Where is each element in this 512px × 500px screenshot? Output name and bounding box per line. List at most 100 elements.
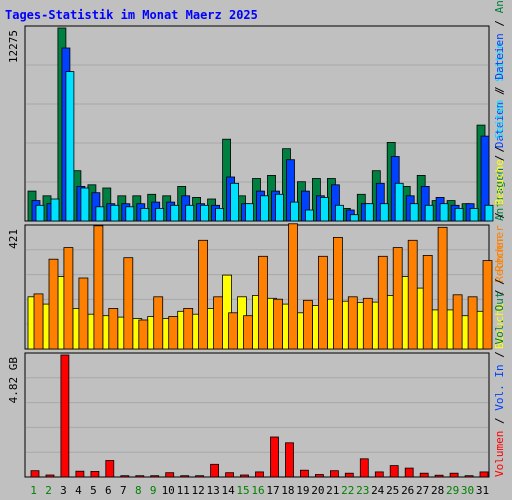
x-tick-label-day-7: 7 [120, 484, 127, 497]
bar-volumen-day-24 [374, 471, 384, 478]
bar-rechner-day-15 [243, 315, 253, 350]
bar-seiten-day-1 [35, 204, 45, 222]
bar-seiten-day-28 [439, 203, 449, 222]
x-tick-label-day-22: 22 [341, 484, 354, 497]
legend-entry: / [493, 283, 506, 303]
x-tick-label-day-2: 2 [45, 484, 52, 497]
x-tick-label-day-30: 30 [461, 484, 474, 497]
bar-volumen-day-30 [464, 475, 474, 478]
legend-entry: / [493, 82, 506, 102]
x-tick-label-day-14: 14 [221, 484, 235, 497]
bar-seiten-day-20 [319, 196, 329, 222]
bar-volumen-day-13 [210, 463, 220, 478]
bar-volumen-day-10 [165, 472, 175, 478]
bar-volumen-day-18 [285, 442, 294, 478]
bar-rechner-day-1 [33, 293, 44, 350]
panel-visits: 421 [7, 223, 493, 350]
legend-entry: Vol. In [493, 364, 506, 410]
legend-entry: / [493, 148, 506, 168]
bar-rechner-day-14 [228, 312, 239, 350]
bar-rechner-day-29 [452, 294, 463, 350]
bar-seiten-day-22 [349, 214, 359, 222]
bar-seiten-day-16 [260, 195, 269, 222]
legend-entry: Seiten [493, 99, 506, 139]
bar-seiten-day-2 [50, 198, 60, 222]
bar-rechner-day-27 [422, 254, 433, 350]
panel-hits: 12275 [7, 25, 494, 222]
x-tick-label-day-21: 21 [326, 484, 339, 497]
bar-seiten-day-30 [469, 207, 479, 222]
bar-rechner-day-8 [138, 319, 149, 350]
bar-volumen-day-27 [419, 472, 429, 478]
bar-seiten-day-14 [230, 182, 240, 222]
bar-volumen-day-4 [75, 470, 85, 478]
legend-entry: Anfragen [493, 168, 506, 221]
bar-volumen-day-11 [180, 475, 190, 478]
legend-entry: / [493, 345, 506, 365]
legend-entry: / [493, 411, 506, 431]
bar-seiten-day-10 [170, 204, 180, 222]
legend-volume: Volumen / Vol. In / Vol. Out / Rechner /… [493, 0, 506, 477]
bar-volumen-day-7 [120, 475, 130, 478]
bar-rechner-day-20 [317, 255, 328, 350]
x-tick-label-day-15: 15 [236, 484, 249, 497]
bar-rechner-day-2 [48, 258, 59, 350]
bar-seiten-day-9 [155, 207, 165, 222]
bar-rechner-day-31 [482, 260, 493, 350]
bar-volumen-day-25 [389, 465, 399, 478]
x-tick-label-day-1: 1 [30, 484, 37, 497]
x-tick-label-day-4: 4 [75, 484, 82, 497]
bar-seiten-day-19 [304, 209, 314, 222]
bar-volumen-day-8 [135, 475, 145, 478]
legend-entry: / [493, 80, 506, 100]
x-tick-label-day-24: 24 [371, 484, 385, 497]
bar-seiten-day-7 [125, 206, 135, 222]
bar-rechner-day-30 [467, 296, 478, 350]
legend-entry: / [493, 272, 506, 292]
legend-visits: Besuche / Rechner [493, 236, 506, 349]
bar-volumen-day-31 [479, 471, 489, 478]
bar-rechner-day-12 [198, 239, 209, 350]
panel-volume: 4.82 GB [7, 352, 490, 478]
legend-entry: / [493, 205, 506, 225]
bar-seiten-day-5 [95, 206, 105, 222]
x-tick-label-day-20: 20 [311, 484, 324, 497]
bar-seiten-day-25 [394, 182, 404, 222]
bar-rechner-day-4 [78, 277, 89, 350]
bar-volumen-day-20 [314, 474, 324, 478]
bar-seiten-day-11 [185, 204, 195, 222]
x-tick-label-day-16: 16 [251, 484, 264, 497]
legend-entry: Dateien [493, 33, 506, 79]
bar-volumen-day-6 [105, 460, 115, 478]
bar-seiten-day-21 [334, 204, 344, 222]
x-tick-label-day-11: 11 [177, 484, 190, 497]
x-tick-label-day-12: 12 [191, 484, 204, 497]
bar-seiten-day-6 [110, 204, 120, 222]
bar-rechner-day-16 [258, 255, 268, 350]
bar-rechner-day-5 [93, 225, 104, 350]
legend-entry: Vol. Out [493, 292, 506, 345]
bar-volumen-day-15 [240, 474, 249, 478]
bar-rechner-day-18 [288, 223, 298, 350]
legend-entry: / [493, 139, 506, 159]
legend-entry: / [493, 13, 506, 33]
bar-volumen-day-5 [90, 470, 100, 478]
bar-rechner-day-26 [407, 239, 418, 350]
bar-volumen-day-1 [30, 470, 40, 478]
bar-seiten-day-23 [364, 203, 374, 222]
chart-title: Tages-Statistik im Monat Maerz 2025 [5, 8, 258, 22]
chart-legends: Anfragen / Dateien / Seiten Besuche / Rec… [493, 0, 506, 477]
bar-volumen-day-14 [225, 472, 235, 478]
legend-entry: Anfragen [493, 0, 506, 13]
bar-seiten-day-27 [424, 204, 434, 222]
legend-entry: Rechner [493, 236, 506, 283]
bar-seiten-day-12 [200, 204, 210, 222]
legend-entry: Besuche [493, 159, 506, 205]
bar-seiten-day-26 [409, 203, 419, 222]
bar-seiten-day-17 [275, 193, 284, 222]
x-tick-label-day-13: 13 [206, 484, 219, 497]
legend-entry: Dateien [493, 102, 506, 148]
x-tick-label-day-25: 25 [386, 484, 399, 497]
bar-rechner-day-6 [108, 307, 119, 350]
